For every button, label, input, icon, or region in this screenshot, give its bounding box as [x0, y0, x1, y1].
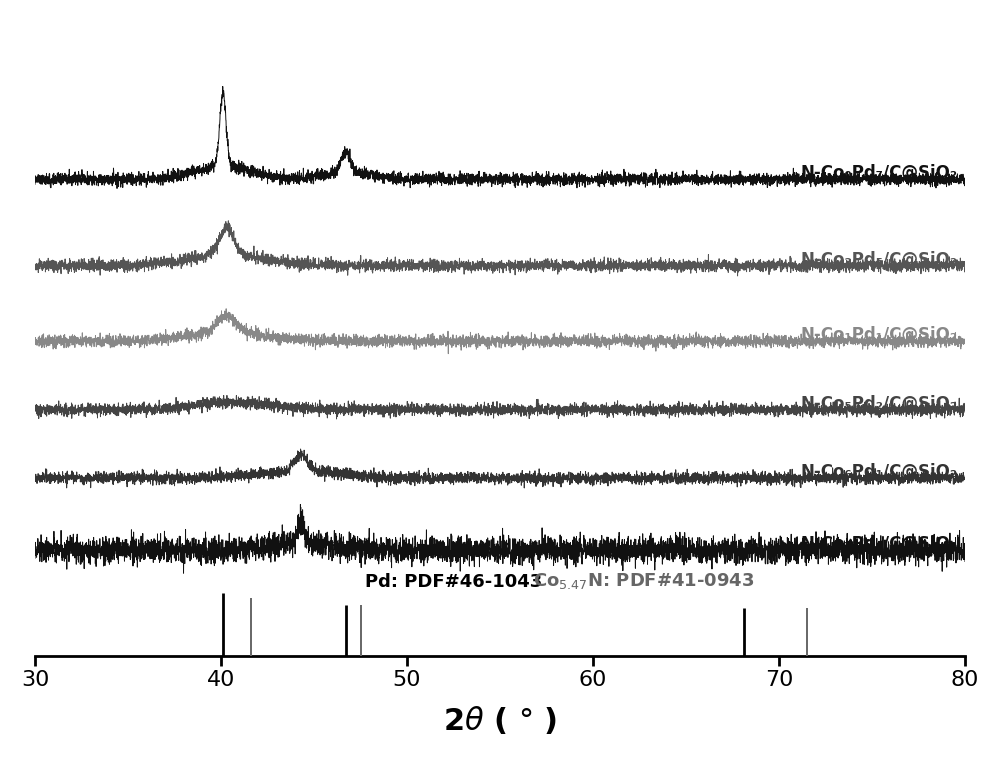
X-axis label: 2$\theta$ ( $\degree$ ): 2$\theta$ ( $\degree$ )	[443, 704, 557, 736]
Text: Pd: PDF#46-1043: Pd: PDF#46-1043	[365, 573, 542, 591]
Text: N-Co₇Pd₀/C@SiO₂: N-Co₇Pd₀/C@SiO₂	[800, 535, 958, 553]
Text: N-Co₀Pd₇/C@SiO₂: N-Co₀Pd₇/C@SiO₂	[800, 164, 958, 183]
Text: Co$_{5.47}$N: PDF#41-0943: Co$_{5.47}$N: PDF#41-0943	[533, 571, 754, 591]
Text: N-Co₂Pd₅/C@SiO₂: N-Co₂Pd₅/C@SiO₂	[800, 251, 958, 269]
Text: N-Co₁Pd₁/C@SiO₂: N-Co₁Pd₁/C@SiO₂	[800, 327, 958, 344]
Text: N-Co₆Pd₁/C@SiO₂: N-Co₆Pd₁/C@SiO₂	[800, 463, 958, 481]
Text: N-Co₅Pd₂/C@SiO₂: N-Co₅Pd₂/C@SiO₂	[800, 395, 958, 413]
